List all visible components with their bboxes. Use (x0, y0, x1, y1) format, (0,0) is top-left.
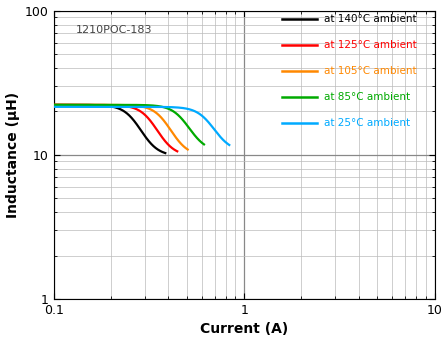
Text: 1210POC-183: 1210POC-183 (76, 25, 152, 35)
Text: at 140°C ambient: at 140°C ambient (324, 14, 417, 24)
X-axis label: Current (A): Current (A) (200, 323, 289, 337)
Text: at 105°C ambient: at 105°C ambient (324, 66, 417, 76)
Text: at 85°C ambient: at 85°C ambient (324, 92, 410, 102)
Text: at 25°C ambient: at 25°C ambient (324, 118, 410, 128)
Text: at 125°C ambient: at 125°C ambient (324, 40, 417, 50)
Y-axis label: Inductance (μH): Inductance (μH) (5, 92, 20, 218)
